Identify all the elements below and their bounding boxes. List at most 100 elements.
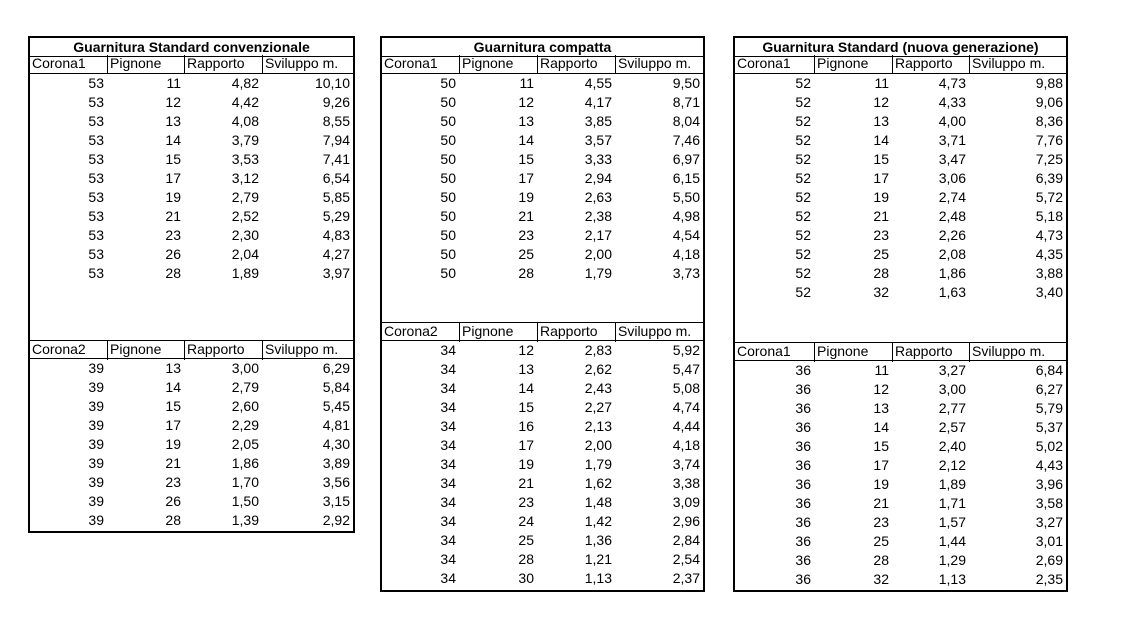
- table-cell: 16: [518, 418, 534, 434]
- table-cell: 4,08: [231, 113, 259, 129]
- table-cell: 36: [795, 381, 811, 397]
- header-cell: Pignone: [107, 55, 184, 74]
- table-cell: 52: [795, 189, 811, 205]
- table-cell: 50: [440, 265, 456, 281]
- table-cell: 4,83: [322, 227, 350, 243]
- table-cell: 1,79: [584, 456, 612, 472]
- table-cell: 14: [518, 132, 534, 148]
- table-cell: 53: [88, 151, 104, 167]
- table-cell: 25: [873, 246, 889, 262]
- table-cell: 3,00: [938, 381, 966, 397]
- table-cell: 4,27: [322, 246, 350, 262]
- table-cell: 1,36: [584, 532, 612, 548]
- table-cell: 19: [518, 456, 534, 472]
- header-cell: Rapporto: [892, 343, 969, 362]
- header-cell: Corona1: [737, 343, 791, 359]
- table-title: Guarnitura Standard convenzionale: [30, 38, 353, 57]
- table-cell: 1,57: [938, 514, 966, 530]
- table-cell: 2,37: [672, 570, 700, 586]
- table-cell: 1,70: [231, 474, 259, 490]
- header-cell: Sviluppo m.: [262, 55, 357, 74]
- table-cell: 50: [440, 113, 456, 129]
- table-cell: 4,98: [672, 208, 700, 224]
- table-cell: 19: [518, 189, 534, 205]
- table-cell: 11: [874, 75, 889, 91]
- table-cell: 1,50: [231, 493, 259, 509]
- table-cell: 3,73: [672, 265, 700, 281]
- table-cell: 53: [88, 265, 104, 281]
- table-cell: 9,50: [672, 75, 700, 91]
- table-cell: 5,29: [322, 208, 350, 224]
- header-cell: Sviluppo m.: [969, 55, 1070, 74]
- table-cell: 17: [873, 170, 889, 186]
- table-cell: 1,13: [584, 570, 612, 586]
- table-cell: 34: [440, 456, 456, 472]
- table-cell: 5,08: [672, 380, 700, 396]
- table-cell: 2,96: [672, 513, 700, 529]
- table-cell: 28: [165, 512, 181, 528]
- table-cell: 52: [795, 151, 811, 167]
- table-cell: 23: [873, 514, 889, 530]
- table-cell: 13: [165, 360, 181, 376]
- header-cell: Pignone: [107, 341, 184, 360]
- table-cell: 52: [795, 132, 811, 148]
- table-cell: 28: [873, 265, 889, 281]
- table-cell: 2,62: [584, 361, 612, 377]
- table-cell: 2,29: [231, 417, 259, 433]
- table-cell: 52: [795, 94, 811, 110]
- table-cell: 5,84: [322, 379, 350, 395]
- table-cell: 3,96: [1035, 476, 1063, 492]
- table-cell: 1,39: [231, 512, 259, 528]
- table-cell: 7,94: [322, 132, 350, 148]
- table-cell: 3,27: [1035, 514, 1063, 530]
- table-cell: 13: [873, 113, 889, 129]
- table-cell: 17: [873, 457, 889, 473]
- table-cell: 36: [795, 476, 811, 492]
- table-cell: 34: [440, 361, 456, 377]
- table-cell: 2,79: [231, 379, 259, 395]
- table-cell: 50: [440, 94, 456, 110]
- table-cell: 2,40: [938, 438, 966, 454]
- table-cell: 34: [440, 475, 456, 491]
- table-cell: 1,21: [584, 551, 612, 567]
- table-cell: 34: [440, 513, 456, 529]
- table-cell: 3,09: [672, 494, 700, 510]
- table-cell: 4,81: [322, 417, 350, 433]
- table-cell: 6,84: [1035, 362, 1063, 378]
- table-cell: 39: [88, 493, 104, 509]
- table-cell: 52: [795, 227, 811, 243]
- table-cell: 1,48: [584, 494, 612, 510]
- table-cell: 11: [874, 362, 889, 378]
- header-cell: Rapporto: [537, 323, 615, 342]
- table-cell: 34: [440, 437, 456, 453]
- table-cell: 14: [873, 419, 889, 435]
- header-cell: Pignone: [814, 55, 892, 74]
- table-cell: 11: [166, 75, 181, 91]
- header-cell: Corona1: [32, 55, 86, 71]
- table-cell: 50: [440, 75, 456, 91]
- table-cell: 9,88: [1035, 75, 1063, 91]
- table-cell: 4,54: [672, 227, 700, 243]
- table-cell: 1,71: [938, 495, 966, 511]
- table-cell: 39: [88, 360, 104, 376]
- table-cell: 2,13: [584, 418, 612, 434]
- table-cell: 1,29: [938, 552, 966, 568]
- table-cell: 28: [873, 552, 889, 568]
- table-cell: 52: [795, 284, 811, 300]
- table-cell: 3,47: [938, 151, 966, 167]
- table-cell: 3,97: [322, 265, 350, 281]
- table-cell: 12: [873, 381, 889, 397]
- table-cell: 7,46: [672, 132, 700, 148]
- header-cell: Pignone: [814, 343, 892, 362]
- table-cell: 4,33: [938, 94, 966, 110]
- table-cell: 21: [873, 495, 889, 511]
- table-cell: 11: [519, 75, 534, 91]
- table-cell: 2,52: [231, 208, 259, 224]
- table-cell: 50: [440, 132, 456, 148]
- table-cell: 5,50: [672, 189, 700, 205]
- table-cell: 3,89: [322, 455, 350, 471]
- table-cell: 6,97: [672, 151, 700, 167]
- header-row: Corona2 Pignone Rapporto Sviluppo m.: [382, 322, 703, 342]
- header-cell: Corona1: [737, 55, 791, 71]
- table-cell: 2,92: [322, 512, 350, 528]
